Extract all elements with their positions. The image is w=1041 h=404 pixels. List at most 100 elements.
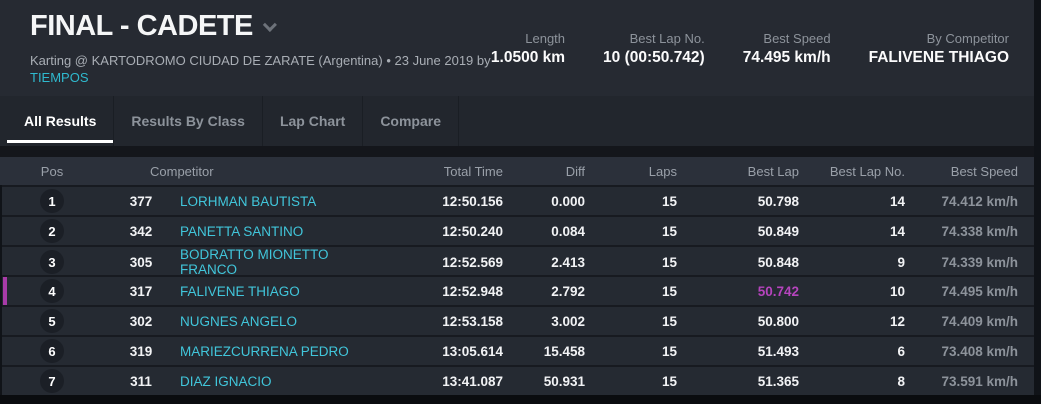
summary-stats: Length 1.0500 km Best Lap No. 10 (00:50.… <box>491 31 1009 67</box>
stat-value: 1.0500 km <box>490 49 566 66</box>
total-time: 12:50.156 <box>442 193 503 209</box>
total-time: 13:05.614 <box>442 343 503 359</box>
stat-label: Best Lap No. <box>629 31 705 46</box>
position-badge: 2 <box>40 219 64 243</box>
stat-value: FALIVENE THIAGO <box>868 49 1009 66</box>
best-lap: 51.365 <box>757 373 799 389</box>
stat-label: By Competitor <box>926 31 1009 46</box>
diff: 0.084 <box>551 223 585 239</box>
table-row[interactable]: 5 302 NUGNES ANGELO 12:53.158 3.002 15 5… <box>2 305 1034 335</box>
position-badge: 4 <box>40 279 64 303</box>
laps: 15 <box>661 254 677 270</box>
table-row[interactable]: 6 319 MARIEZCURRENA PEDRO 13:05.614 15.4… <box>2 335 1034 365</box>
kart-number: 319 <box>129 343 153 359</box>
col-header-best-speed: Best Speed <box>950 163 1018 179</box>
stat-value: 10 (00:50.742) <box>603 49 705 66</box>
best-speed: 74.338 km/h <box>941 223 1018 239</box>
table-row[interactable]: 3 305 BODRATTO MIONETTO FRANCO 12:52.569… <box>2 245 1034 277</box>
stat-best-lap-no: Best Lap No. 10 (00:50.742) <box>603 31 705 67</box>
kart-number: 317 <box>129 283 153 299</box>
total-time: 12:52.948 <box>442 283 503 299</box>
table-row-highlighted[interactable]: 4 317 FALIVENE THIAGO 12:52.948 2.792 15… <box>2 275 1034 305</box>
col-header-diff: Diff <box>565 163 585 179</box>
stat-by-competitor: By Competitor FALIVENE THIAGO <box>869 31 1009 67</box>
best-lap: 51.493 <box>757 343 799 359</box>
table-row[interactable]: 2 342 PANETTA SANTINO 12:50.240 0.084 15… <box>2 215 1034 245</box>
stat-label: Best Speed <box>763 31 831 46</box>
event-subtitle: Karting @ KARTODROMO CIUDAD DE ZARATE (A… <box>30 52 491 86</box>
best-speed: 73.408 km/h <box>941 343 1018 359</box>
footer-bar <box>0 395 1041 404</box>
kart-number: 342 <box>129 223 153 239</box>
competitor-link[interactable]: BODRATTO MIONETTO FRANCO <box>180 247 329 277</box>
best-lap: 50.849 <box>757 223 799 239</box>
tab-compare[interactable]: Compare <box>363 96 459 146</box>
competitor-link[interactable]: FALIVENE THIAGO <box>180 283 300 299</box>
stat-length: Length 1.0500 km <box>491 31 565 67</box>
laps: 15 <box>661 193 677 209</box>
kart-number: 302 <box>129 313 153 329</box>
competitor-link[interactable]: DIAZ IGNACIO <box>180 373 272 389</box>
best-lap-no: 10 <box>889 283 905 299</box>
diff: 3.002 <box>551 313 585 329</box>
col-header-best-lap: Best Lap <box>747 163 799 179</box>
laps: 15 <box>661 373 677 389</box>
results-table: 1 377 LORHMAN BAUTISTA 12:50.156 0.000 1… <box>2 185 1034 395</box>
total-time: 12:50.240 <box>442 223 503 239</box>
stat-label: Length <box>525 31 566 46</box>
table-row[interactable]: 1 377 LORHMAN BAUTISTA 12:50.156 0.000 1… <box>2 185 1034 215</box>
stat-value: 74.495 km/h <box>742 49 831 66</box>
col-header-total-time: Total Time <box>443 163 503 179</box>
stat-best-speed: Best Speed 74.495 km/h <box>743 31 831 67</box>
best-lap-no: 12 <box>889 313 905 329</box>
diff: 0.000 <box>551 193 585 209</box>
best-speed: 73.591 km/h <box>941 373 1018 389</box>
table-row[interactable]: 7 311 DIAZ IGNACIO 13:41.087 50.931 15 5… <box>2 365 1034 395</box>
tab-bar: All Results Results By Class Lap Chart C… <box>0 96 1034 146</box>
col-header-best-lap-no: Best Lap No. <box>829 163 905 179</box>
best-speed: 74.412 km/h <box>941 193 1018 209</box>
competitor-link[interactable]: MARIEZCURRENA PEDRO <box>180 343 349 359</box>
event-details: Karting @ KARTODROMO CIUDAD DE ZARATE (A… <box>30 53 491 68</box>
tab-lap-chart[interactable]: Lap Chart <box>263 96 364 146</box>
best-lap-no: 6 <box>897 343 905 359</box>
diff: 2.413 <box>551 254 585 270</box>
total-time: 12:53.158 <box>442 313 503 329</box>
diff: 2.792 <box>551 283 585 299</box>
laps: 15 <box>661 343 677 359</box>
best-speed: 74.339 km/h <box>941 254 1018 270</box>
total-time: 13:41.087 <box>442 373 503 389</box>
col-header-laps: Laps <box>648 163 677 179</box>
kart-number: 305 <box>129 254 153 270</box>
divider <box>0 146 1034 157</box>
best-speed: 74.409 km/h <box>941 313 1018 329</box>
best-speed: 74.495 km/h <box>941 283 1018 299</box>
col-header-competitor: Competitor <box>150 163 214 179</box>
best-lap: 50.800 <box>757 313 799 329</box>
laps: 15 <box>661 223 677 239</box>
laps: 15 <box>661 313 677 329</box>
competitor-link[interactable]: LORHMAN BAUTISTA <box>180 193 317 209</box>
best-lap-no: 8 <box>897 373 905 389</box>
page-title: FINAL - CADETE <box>30 10 253 42</box>
best-lap-no: 14 <box>889 223 905 239</box>
best-lap: 50.798 <box>757 193 799 209</box>
total-time: 12:52.569 <box>442 254 503 270</box>
diff: 50.931 <box>543 373 585 389</box>
tiempos-link[interactable]: TIEMPOS <box>30 70 89 85</box>
diff: 15.458 <box>543 343 585 359</box>
position-badge: 1 <box>40 189 64 213</box>
kart-number: 377 <box>129 193 153 209</box>
chevron-down-icon[interactable] <box>262 17 277 32</box>
competitor-link[interactable]: PANETTA SANTINO <box>180 223 304 239</box>
position-badge: 7 <box>40 369 64 393</box>
kart-number: 311 <box>130 373 152 389</box>
position-badge: 6 <box>40 339 64 363</box>
tab-results-by-class[interactable]: Results By Class <box>114 96 263 146</box>
tab-all-results[interactable]: All Results <box>7 96 115 146</box>
competitor-link[interactable]: NUGNES ANGELO <box>180 313 298 329</box>
best-lap: 50.848 <box>757 254 799 270</box>
table-header: Pos Competitor Total Time Diff Laps Best… <box>0 157 1034 185</box>
best-lap-no: 14 <box>889 193 905 209</box>
